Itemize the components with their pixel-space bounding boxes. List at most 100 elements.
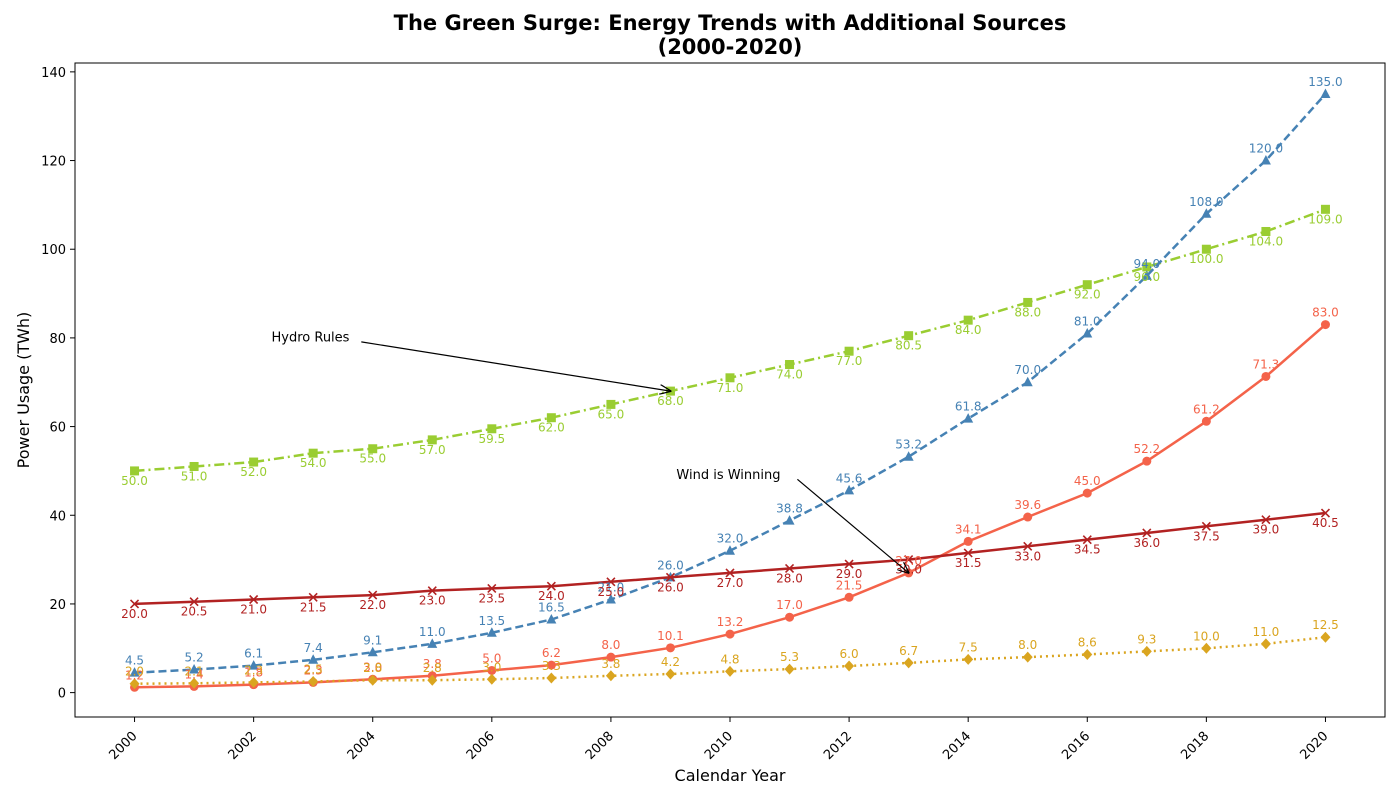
fifth-data-label: 2.8: [423, 661, 442, 675]
solar-data-label: 1.4: [185, 667, 204, 681]
fourth-point: [665, 572, 676, 582]
fourth-data-label: 31.5: [955, 556, 982, 570]
fourth-point: [427, 586, 437, 596]
fourth-data-label: 23.5: [478, 591, 505, 605]
wind-labels: 4.5 5.2 6.1 7.4 9.1 11.0 13.5 16.5 21.0 26.0 32.0 3…: [125, 75, 1343, 668]
wind-data-label: 16.5: [538, 600, 565, 614]
fifth-point: [1141, 645, 1152, 657]
solar-data-label: 61.2: [1193, 402, 1220, 416]
x-tick-label: 2008: [583, 729, 617, 763]
fourth-point: [844, 559, 854, 569]
wind-point: [189, 664, 200, 674]
wind-data-label: 4.5: [125, 654, 144, 668]
wind-data-label: 135.0: [1308, 75, 1342, 89]
fourth-point: [308, 592, 318, 602]
hydro-data-label: 52.0: [240, 465, 267, 479]
wind-point: [1141, 270, 1152, 280]
solar-point: [665, 643, 675, 653]
wind-point: [1201, 208, 1212, 218]
fifth-data-label: 2.5: [304, 663, 323, 677]
wind-data-label: 21.0: [598, 581, 625, 595]
fourth-point: [487, 583, 497, 593]
solar-data-label: 17.0: [776, 598, 803, 612]
fifth-data-label: 2.3: [244, 663, 263, 677]
fourth-data-label: 24.0: [538, 589, 565, 603]
chart-title: The Green Surge: Energy Trends with Addi…: [394, 11, 1067, 35]
solar-data-label: 34.1: [955, 522, 982, 536]
fourth-point: [249, 594, 259, 605]
hydro-point: [487, 424, 497, 434]
solar-point: [725, 629, 735, 639]
solar-point: [1261, 371, 1271, 381]
wind-point: [308, 654, 319, 664]
solar-data-label: 39.6: [1014, 498, 1041, 512]
hydro-point: [1142, 262, 1152, 272]
fifth-point: [903, 657, 914, 669]
x-tick-label: 2004: [345, 729, 379, 763]
hydro-data-label: 51.0: [181, 469, 208, 483]
y-tick-label: 80: [49, 332, 66, 347]
fourth-data-label: 33.0: [1014, 549, 1041, 563]
wind-point: [903, 451, 914, 461]
wind-data-label: 26.0: [657, 558, 684, 572]
fifth-series: [129, 631, 1331, 690]
fourth-data-label: 28.0: [776, 571, 803, 585]
fifth-data-label: 3.3: [542, 659, 561, 673]
solar-point: [487, 665, 497, 675]
hydro-data-label: 55.0: [359, 452, 386, 466]
fifth-data-label: 4.2: [661, 655, 680, 669]
fifth-data-label: 12.5: [1312, 618, 1339, 632]
x-tick-label: 2006: [464, 729, 498, 763]
fifth-point: [605, 670, 616, 682]
y-tick-label: 120: [41, 155, 66, 170]
fourth-data-label: 26.0: [657, 580, 684, 594]
solar-point: [1201, 416, 1211, 426]
wind-data-label: 7.4: [304, 641, 323, 655]
hydro-point: [546, 413, 556, 423]
fifth-point: [665, 668, 676, 680]
fourth-data-label: 22.0: [359, 598, 386, 612]
wind-data-label: 53.2: [895, 438, 922, 452]
fourth-data-label: 25.0: [598, 585, 625, 599]
fifth-point: [1201, 642, 1212, 654]
fourth-data-label: 36.0: [1133, 536, 1160, 550]
wind-point: [486, 627, 497, 637]
x-tick-label: 2014: [940, 729, 974, 763]
hydro-data-label: 96.0: [1133, 270, 1160, 284]
fourth-point: [189, 597, 199, 607]
fifth-point: [308, 676, 319, 688]
solar-data-label: 13.2: [717, 615, 744, 629]
x-tick-label: 2020: [1297, 729, 1331, 763]
wind-point: [1022, 376, 1033, 387]
solar-point: [844, 592, 854, 602]
wind-data-label: 45.6: [836, 471, 863, 485]
hydro-point: [249, 457, 259, 467]
wind-data-label: 6.1: [244, 647, 263, 661]
hydro-data-label: 50.0: [121, 474, 148, 488]
hydro-point: [368, 444, 378, 454]
fourth-point: [1023, 541, 1033, 551]
fourth-point: [606, 577, 616, 587]
solar-data-label: 2.3: [304, 663, 323, 677]
hydro-data-label: 80.5: [895, 339, 922, 353]
fifth-point: [367, 674, 378, 686]
wind-point: [427, 638, 438, 648]
hydro-point: [308, 448, 318, 458]
wind-data-label: 11.0: [419, 625, 446, 639]
fourth-data-label: 21.5: [300, 600, 327, 614]
hydro-data-label: 100.0: [1189, 252, 1223, 266]
wind-point: [605, 594, 616, 604]
hydro-data-label: 57.0: [419, 443, 446, 457]
wind-series: [129, 88, 1331, 677]
fifth-point: [1260, 638, 1271, 650]
hydro-data-label: 71.0: [717, 381, 744, 395]
y-axis-label: Power Usage (TWh): [14, 312, 33, 469]
hydro-point: [427, 435, 437, 445]
fifth-data-label: 4.8: [720, 652, 739, 666]
solar-point: [963, 536, 973, 546]
fifth-point: [844, 660, 855, 672]
fifth-data-label: 7.5: [959, 640, 978, 654]
fifth-point: [725, 665, 735, 677]
x-axis-ticks: 2000 2002 2004 2006 2008 2010 2012 2014 2016 2018…: [107, 717, 1331, 763]
